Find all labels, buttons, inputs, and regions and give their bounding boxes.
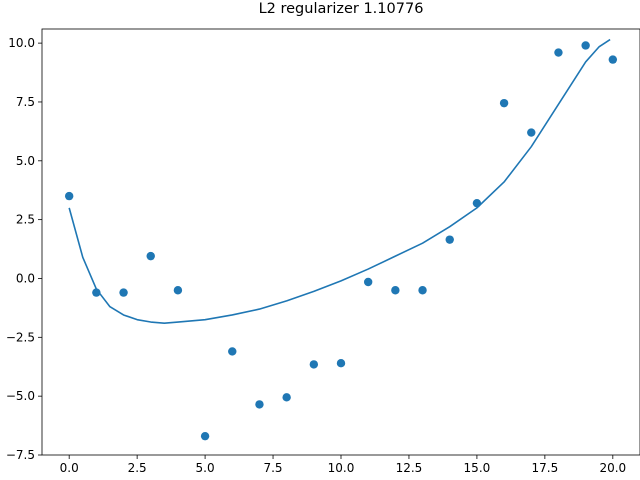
y-tick-label: 0.0 — [16, 271, 35, 285]
y-tick-label: −7.5 — [6, 448, 35, 462]
y-tick-label: −2.5 — [6, 330, 35, 344]
data-point — [554, 48, 563, 57]
x-tick-label: 15.0 — [464, 461, 491, 475]
data-point — [391, 286, 400, 295]
y-tick-label: 10.0 — [8, 36, 35, 50]
data-point — [146, 251, 155, 261]
x-tick-label: 17.5 — [532, 461, 559, 475]
data-point — [200, 431, 210, 441]
data-point — [581, 41, 590, 50]
x-tick-label: 12.5 — [396, 461, 423, 475]
x-tick-label: 10.0 — [328, 461, 355, 475]
y-tick-label: 7.5 — [16, 95, 35, 109]
plot-frame — [41, 28, 640, 456]
data-point — [92, 288, 101, 297]
data-point — [64, 191, 74, 201]
x-tick-label: 0.0 — [60, 461, 79, 475]
data-point — [445, 235, 454, 244]
y-tick-label: 5.0 — [16, 154, 35, 168]
data-point — [228, 347, 237, 356]
data-point — [119, 288, 128, 297]
x-tick-label: 5.0 — [196, 461, 215, 475]
x-tick-label: 20.0 — [599, 461, 626, 475]
x-tick-label: 2.5 — [128, 461, 147, 475]
data-point — [499, 98, 509, 108]
data-point — [608, 55, 618, 64]
y-tick-label: −5.0 — [6, 389, 35, 403]
data-point — [173, 286, 183, 295]
y-tick-label: 2.5 — [16, 213, 35, 227]
fit-line — [68, 38, 611, 324]
data-point — [418, 286, 427, 295]
chart-title: L2 regularizer 1.10776 — [259, 1, 424, 17]
x-tick-label: 7.5 — [263, 461, 282, 475]
y-axis: −7.5 −5.0 −2.5 0.0 2.5 5.0 7.5 10.0 — [6, 36, 42, 462]
x-axis: 0.0 2.5 5.0 7.5 10.0 12.5 15.0 17.5 20.0 — [60, 455, 626, 475]
data-point — [282, 393, 291, 402]
data-point — [363, 277, 373, 287]
data-point — [255, 400, 264, 409]
data-point — [309, 360, 319, 369]
data-point — [527, 128, 536, 137]
plot-area — [64, 38, 618, 441]
data-point — [336, 359, 346, 368]
data-point — [472, 198, 482, 208]
